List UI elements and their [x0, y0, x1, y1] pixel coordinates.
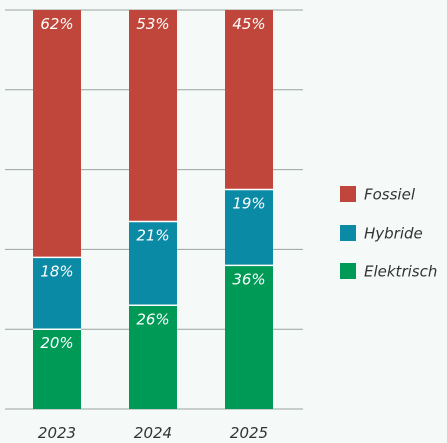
segment-separators — [33, 188, 273, 330]
data-label-fossiel-2023: 62% — [40, 15, 73, 33]
bar-fossiel-2023 — [33, 10, 81, 258]
bar-hybride-2025 — [225, 189, 273, 266]
data-label-fossiel-2024: 53% — [136, 15, 169, 33]
legend-label-hybride: Hybride — [364, 225, 423, 243]
legend-swatch-fossiel — [340, 186, 356, 202]
x-axis-ticks: 2023 2024 2025 — [38, 424, 268, 442]
legend-swatch-elektrisch — [340, 263, 356, 279]
x-tick-label-2023: 2023 — [38, 424, 76, 442]
bar-elektrisch-2025 — [225, 265, 273, 409]
data-label-elektrisch-2025: 36% — [232, 270, 265, 288]
data-label-elektrisch-2024: 26% — [136, 310, 169, 328]
bar-elektrisch-2024 — [129, 305, 177, 409]
data-label-fossiel-2025: 45% — [232, 15, 265, 33]
data-label-hybride-2025: 19% — [232, 195, 265, 213]
legend: Fossiel Hybride Elektrisch — [340, 186, 437, 281]
bar-hybride-2024 — [129, 221, 177, 306]
legend-label-elektrisch: Elektrisch — [364, 263, 437, 281]
data-label-hybride-2024: 21% — [136, 226, 169, 244]
data-labels: 20% 18% 62% 26% 21% 53% 36% 19% 45% — [40, 15, 265, 352]
legend-label-fossiel: Fossiel — [364, 186, 416, 204]
legend-swatch-hybride — [340, 225, 356, 241]
x-tick-label-2025: 2025 — [230, 424, 268, 442]
bar-fossiel-2024 — [129, 10, 177, 222]
bar-elektrisch-2023 — [33, 329, 81, 409]
bar-hybride-2023 — [33, 257, 81, 330]
data-label-hybride-2023: 18% — [40, 262, 73, 280]
bars — [33, 10, 273, 409]
bar-fossiel-2025 — [225, 10, 273, 190]
data-label-elektrisch-2023: 20% — [40, 334, 73, 352]
x-tick-label-2024: 2024 — [134, 424, 172, 442]
